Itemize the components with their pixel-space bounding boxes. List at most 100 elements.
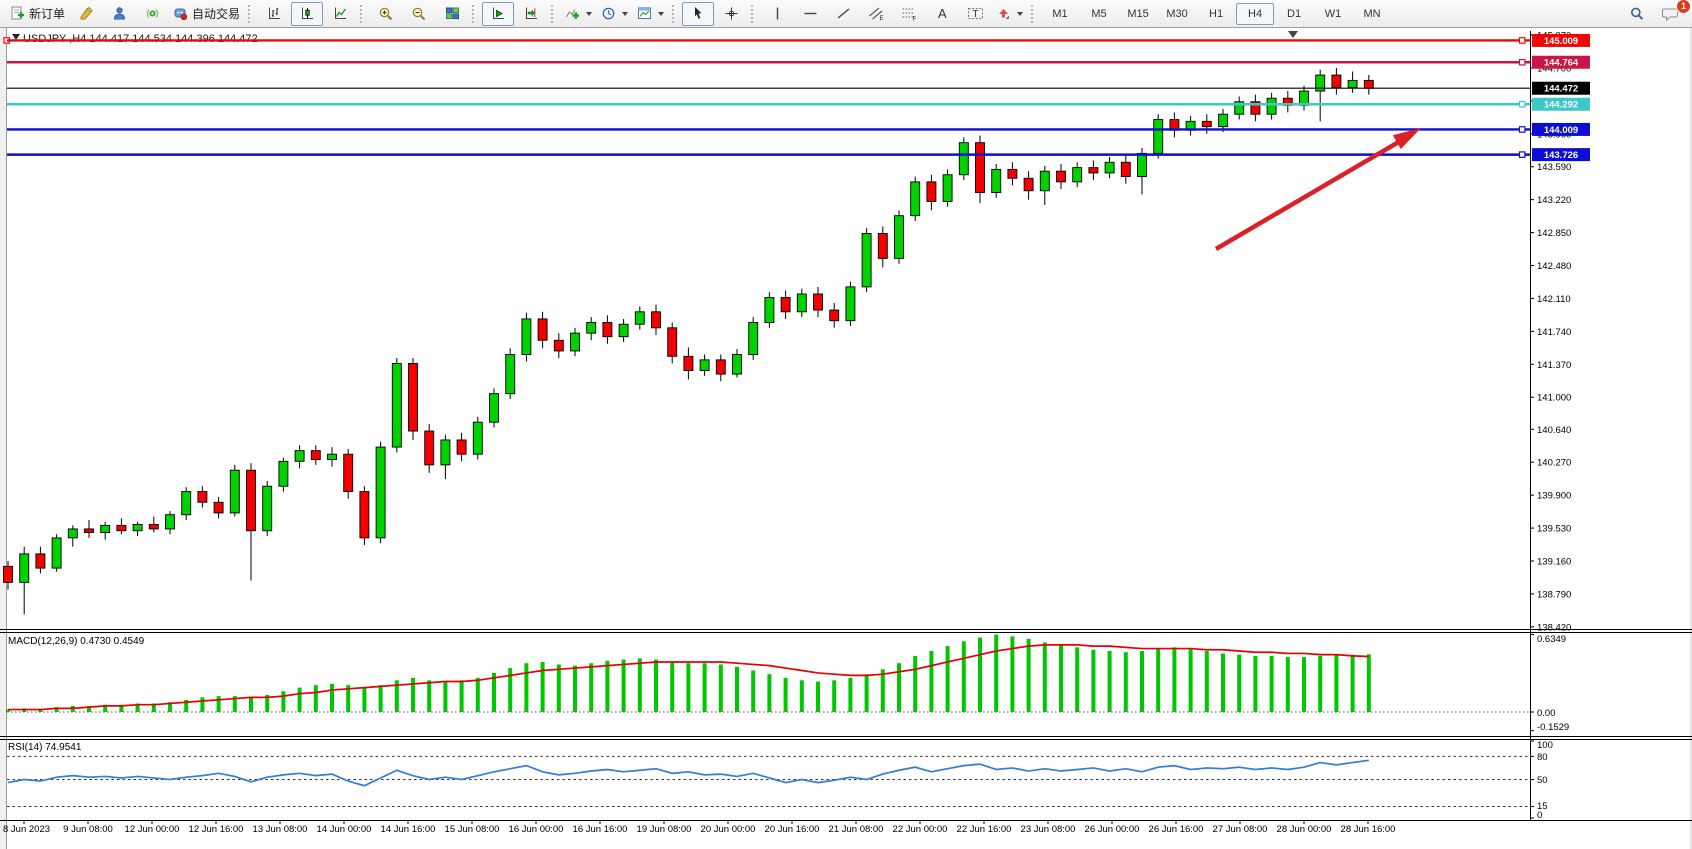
crosshair-icon	[725, 7, 738, 20]
chart-shift-button[interactable]	[515, 2, 547, 26]
tf-button-MN[interactable]: MN	[1363, 7, 1381, 20]
bar-chart-icon	[268, 7, 280, 19]
x-axis-label: 12 Jun 16:00	[189, 824, 244, 835]
templates-button[interactable]	[633, 2, 668, 26]
chat-button[interactable]: 1	[1654, 0, 1691, 26]
y-axis-label: 142.110	[1537, 294, 1571, 305]
price-line-tag-value: 144.292	[1544, 100, 1578, 111]
horizontal-line-button[interactable]	[794, 2, 826, 26]
rsi-label: RSI(14) 74.9541	[8, 742, 82, 753]
line-chart-button[interactable]	[324, 2, 356, 26]
x-axis-label: 15 Jun 08:00	[445, 824, 500, 835]
navigator-button[interactable]	[103, 2, 135, 26]
line-handle-right[interactable]	[1518, 100, 1526, 108]
main-toolbar: 新订单	[0, 0, 1692, 28]
zoom-out-button[interactable]	[403, 2, 435, 26]
x-axis-label: 16 Jun 16:00	[573, 824, 628, 835]
y-axis-label: 143.220	[1537, 195, 1571, 206]
price-line-tag[interactable]	[1532, 55, 1590, 69]
x-axis-label: 13 Jun 08:00	[253, 824, 308, 835]
crosshair-button[interactable]	[715, 2, 747, 26]
charts-button[interactable]	[70, 2, 102, 26]
text-label-button[interactable]: T	[959, 2, 991, 26]
x-axis-label: 22 Jun 16:00	[957, 824, 1012, 835]
dropdown-caret	[622, 11, 629, 16]
tf-button-M1[interactable]: M1	[1052, 7, 1068, 20]
trendline-button[interactable]	[827, 2, 859, 26]
autotrading-icon	[174, 8, 188, 21]
text-button[interactable]: A	[926, 2, 958, 26]
tf-button-M15[interactable]: M15	[1127, 7, 1149, 20]
templates-icon	[638, 7, 652, 19]
bar-chart-button[interactable]	[258, 2, 290, 26]
macd-axis-label: 0.6349	[1537, 634, 1566, 645]
equidistant-channel-icon: E	[869, 7, 884, 21]
autotrading-label: 自动交易	[192, 7, 241, 21]
chart-title: USDJPY ,H4 144.417 144.534 144.396 144.4…	[23, 33, 258, 45]
auto-scroll-button[interactable]	[482, 1, 515, 26]
search-button[interactable]	[1621, 2, 1653, 26]
price-line-tag-value: 144.764	[1544, 58, 1579, 69]
line-chart-icon	[334, 7, 346, 19]
candlestick-chart-icon	[301, 7, 313, 19]
price-line-tag[interactable]	[1532, 81, 1590, 95]
trend-arrow[interactable]	[1214, 138, 1404, 251]
x-axis-label: 14 Jun 16:00	[381, 824, 436, 835]
candlestick-chart-button[interactable]	[291, 1, 324, 26]
vertical-line-icon	[776, 7, 778, 20]
navigator-icon	[113, 7, 125, 20]
trend-arrow-head[interactable]	[1392, 128, 1421, 149]
new-order-icon	[11, 6, 24, 20]
tf-button-W1[interactable]: W1	[1324, 7, 1342, 20]
line-handle-right[interactable]	[1518, 58, 1526, 66]
rsi-axis-label: 50	[1537, 775, 1548, 786]
zoom-out-icon	[412, 7, 426, 20]
tf-button-M30[interactable]: M30	[1166, 7, 1188, 20]
price-line-tag[interactable]	[1532, 97, 1590, 111]
svg-text:T: T	[972, 9, 978, 20]
rsi-axis-label: 15	[1537, 801, 1548, 812]
new-order-button[interactable]: 新订单	[6, 2, 69, 26]
price-line-tag[interactable]	[1532, 33, 1590, 47]
chart-shift-marker-icon[interactable]	[1288, 31, 1298, 38]
signals-button[interactable]	[136, 2, 168, 26]
tf-button-D1[interactable]: D1	[1287, 7, 1302, 20]
arrows-button[interactable]	[992, 2, 1027, 26]
chart-menu-caret-icon[interactable]	[12, 34, 20, 40]
fibonacci-lines-button[interactable]: F	[893, 2, 925, 26]
periods-button[interactable]	[597, 2, 632, 26]
macd-histogram	[6, 634, 1371, 712]
x-axis-label: 20 Jun 16:00	[765, 824, 820, 835]
line-handle-right[interactable]	[1518, 126, 1526, 133]
price-line-tag-value: 144.009	[1544, 125, 1578, 136]
line-handle-right[interactable]	[1518, 37, 1526, 44]
cursor-button[interactable]	[682, 1, 715, 26]
tile-windows-button[interactable]	[436, 2, 468, 26]
x-axis-label: 16 Jun 00:00	[509, 824, 564, 835]
y-axis-label: 141.000	[1537, 393, 1571, 404]
zoom-in-button[interactable]	[370, 2, 402, 26]
vertical-line-button[interactable]	[761, 2, 793, 26]
svg-text:E: E	[880, 16, 884, 21]
horizontal-line-icon	[804, 12, 817, 15]
zoom-in-icon	[379, 7, 393, 20]
autotrading-button[interactable]: 自动交易	[169, 2, 244, 26]
price-line-tag[interactable]	[1532, 148, 1590, 162]
equidistant-channel-button[interactable]: E	[860, 2, 892, 26]
price-line-tag[interactable]	[1532, 122, 1590, 136]
x-axis-label: 20 Jun 00:00	[701, 824, 756, 835]
line-handle-right[interactable]	[1518, 151, 1526, 158]
x-axis-label: 26 Jun 00:00	[1085, 824, 1140, 835]
indicators-button[interactable]	[561, 2, 596, 26]
tf-button-H1[interactable]: H1	[1209, 7, 1224, 20]
x-axis-label: 28 Jun 16:00	[1341, 824, 1396, 835]
toolbar-separator	[672, 4, 678, 23]
macd-label: MACD(12,26,9) 0.4730 0.4549	[8, 636, 145, 647]
tf-button-M5[interactable]: M5	[1091, 7, 1107, 20]
tf-button-H4[interactable]: H4	[1236, 2, 1275, 25]
toolbar-separator	[472, 4, 478, 23]
y-axis-label: 141.740	[1537, 327, 1571, 338]
candles-layer	[3, 67, 1374, 615]
